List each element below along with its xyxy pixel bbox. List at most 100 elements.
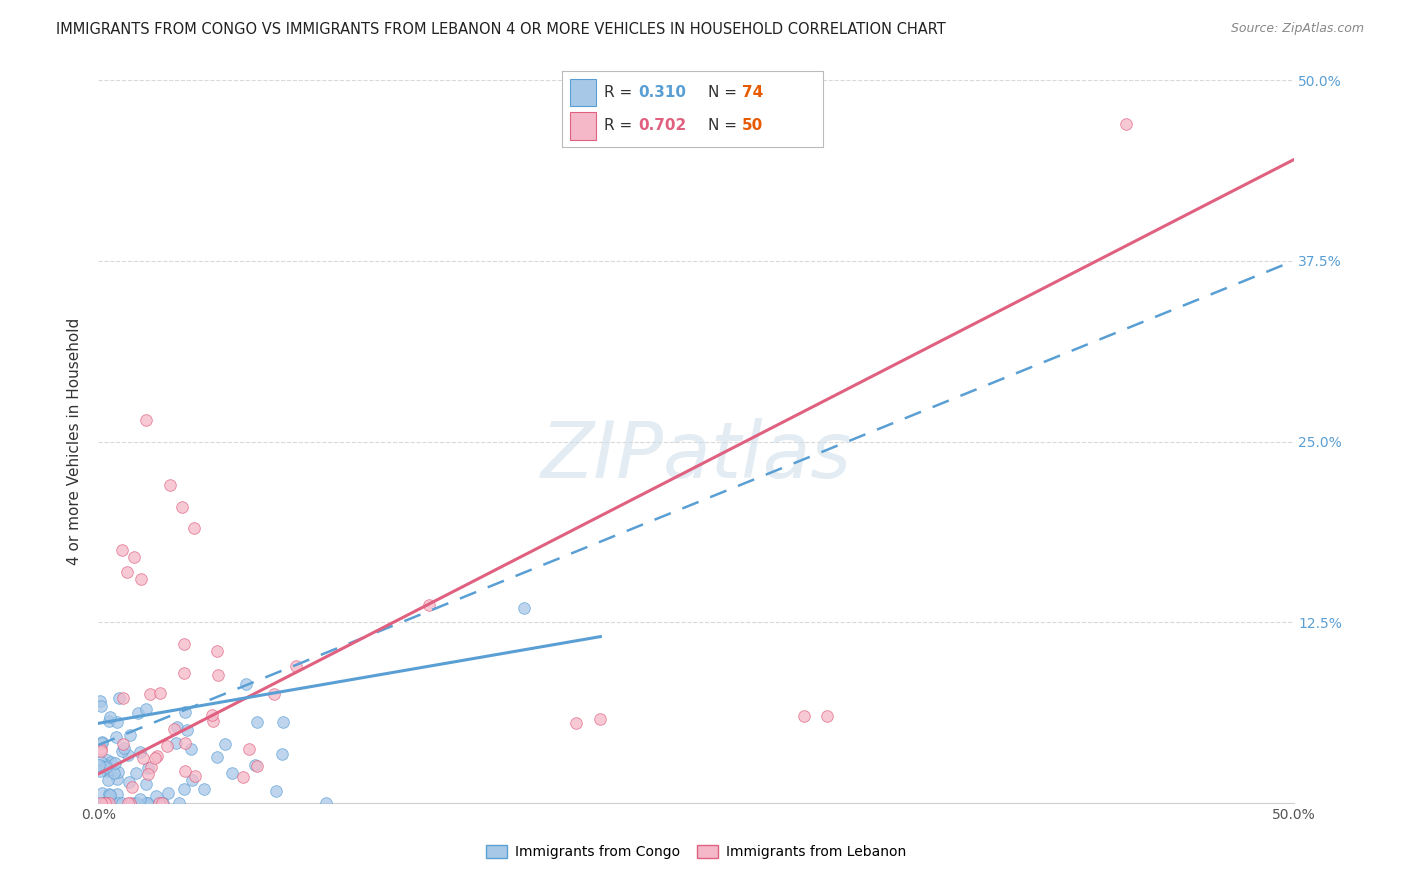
Point bbox=[111, 796, 134, 810]
Point bbox=[90, 796, 112, 810]
Point bbox=[98, 710, 121, 724]
Point bbox=[1115, 117, 1137, 131]
Point bbox=[152, 796, 174, 810]
Point bbox=[94, 796, 117, 810]
Point bbox=[193, 781, 215, 796]
Point bbox=[94, 796, 117, 810]
Point bbox=[315, 796, 337, 810]
Bar bbox=[571, 112, 596, 140]
Point bbox=[105, 788, 128, 802]
Text: N =: N = bbox=[709, 119, 742, 134]
Point bbox=[243, 758, 266, 772]
Point bbox=[136, 796, 159, 810]
Point bbox=[111, 691, 134, 706]
Text: R =: R = bbox=[605, 85, 637, 100]
Point bbox=[96, 757, 118, 772]
Point bbox=[173, 782, 195, 797]
Point bbox=[214, 737, 236, 751]
Point bbox=[136, 761, 159, 775]
Text: 74: 74 bbox=[742, 85, 763, 100]
Point bbox=[125, 796, 148, 810]
Point bbox=[89, 764, 111, 778]
Point bbox=[156, 739, 179, 753]
Point bbox=[90, 755, 112, 769]
Text: IMMIGRANTS FROM CONGO VS IMMIGRANTS FROM LEBANON 4 OR MORE VEHICLES IN HOUSEHOLD: IMMIGRANTS FROM CONGO VS IMMIGRANTS FROM… bbox=[56, 22, 946, 37]
Point bbox=[284, 658, 307, 673]
Point bbox=[117, 796, 139, 810]
Legend: Immigrants from Congo, Immigrants from Lebanon: Immigrants from Congo, Immigrants from L… bbox=[481, 839, 911, 864]
Point bbox=[94, 796, 117, 810]
Point bbox=[145, 789, 167, 803]
Point bbox=[589, 712, 612, 726]
Point bbox=[139, 687, 162, 701]
Point bbox=[131, 572, 153, 586]
Point bbox=[174, 764, 197, 778]
Point bbox=[815, 709, 838, 723]
Point bbox=[205, 749, 228, 764]
Point bbox=[135, 796, 157, 810]
Point bbox=[139, 760, 162, 774]
Point bbox=[221, 766, 243, 780]
Point bbox=[165, 736, 187, 750]
Point bbox=[115, 565, 138, 579]
Point bbox=[90, 786, 112, 800]
Point bbox=[125, 766, 148, 780]
Point bbox=[96, 764, 118, 778]
Point bbox=[90, 743, 112, 757]
Point bbox=[98, 788, 121, 802]
Text: R =: R = bbox=[605, 119, 637, 134]
Point bbox=[135, 701, 157, 715]
Point bbox=[173, 637, 195, 651]
Text: 0.702: 0.702 bbox=[638, 119, 686, 134]
Point bbox=[98, 796, 121, 810]
Point bbox=[138, 767, 160, 781]
Point bbox=[176, 723, 198, 737]
Point bbox=[104, 730, 127, 744]
Point bbox=[184, 769, 207, 783]
Point bbox=[271, 715, 294, 730]
Point bbox=[172, 500, 194, 514]
Point bbox=[120, 728, 142, 742]
Point bbox=[96, 760, 118, 774]
Point bbox=[232, 770, 254, 784]
Point bbox=[513, 600, 536, 615]
Point bbox=[97, 773, 120, 788]
Point bbox=[117, 748, 139, 763]
Point bbox=[246, 759, 269, 773]
Point bbox=[121, 780, 143, 795]
Point bbox=[98, 763, 121, 777]
Point bbox=[418, 598, 440, 612]
Point bbox=[89, 694, 111, 708]
Text: Source: ZipAtlas.com: Source: ZipAtlas.com bbox=[1230, 22, 1364, 36]
Point bbox=[135, 796, 157, 810]
Point bbox=[146, 748, 169, 763]
Point bbox=[180, 741, 202, 756]
Point bbox=[98, 714, 121, 728]
Point bbox=[112, 737, 135, 751]
Point bbox=[148, 796, 170, 810]
Point bbox=[565, 716, 588, 731]
Point bbox=[127, 706, 149, 721]
Point bbox=[128, 745, 150, 759]
Point bbox=[156, 786, 179, 800]
Y-axis label: 4 or more Vehicles in Household: 4 or more Vehicles in Household bbox=[67, 318, 83, 566]
Point bbox=[129, 791, 152, 805]
Point bbox=[135, 413, 157, 427]
Text: ZIPatlas: ZIPatlas bbox=[540, 418, 852, 494]
Point bbox=[104, 756, 127, 771]
Point bbox=[91, 736, 114, 750]
Point bbox=[159, 478, 181, 492]
Point bbox=[124, 796, 146, 810]
Point bbox=[793, 709, 815, 723]
Point bbox=[169, 796, 191, 810]
Point bbox=[103, 765, 125, 780]
Point bbox=[174, 705, 197, 719]
Point bbox=[96, 752, 118, 766]
Point bbox=[202, 714, 225, 728]
Point bbox=[149, 686, 172, 700]
Point bbox=[105, 715, 128, 730]
Point bbox=[235, 677, 257, 691]
Point bbox=[264, 783, 287, 797]
Point bbox=[166, 720, 188, 734]
Point bbox=[183, 521, 205, 535]
